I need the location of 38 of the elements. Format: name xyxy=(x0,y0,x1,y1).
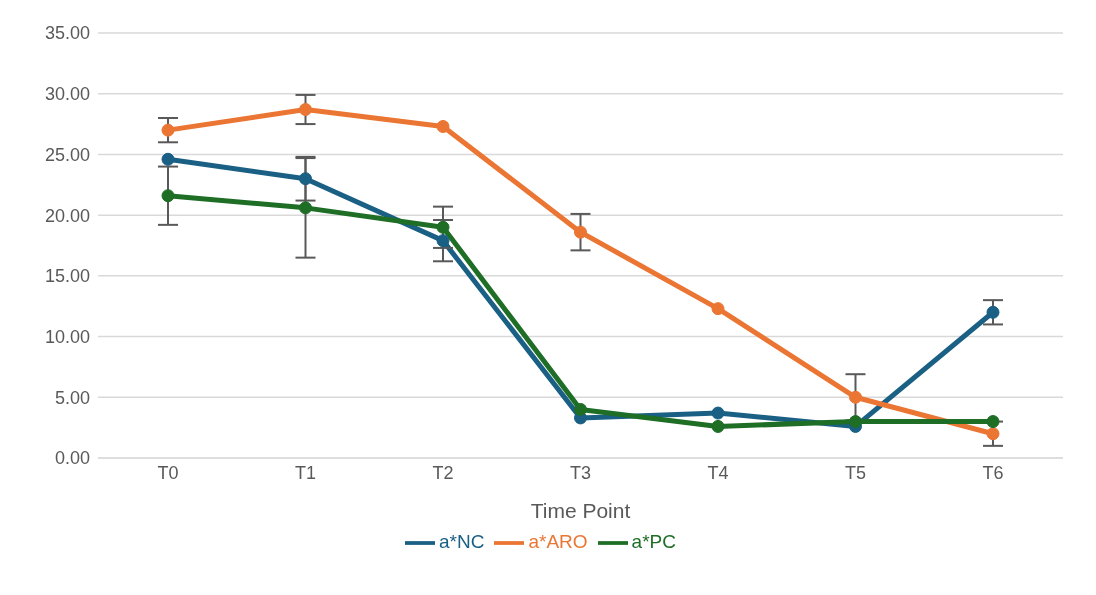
point xyxy=(711,406,725,420)
point xyxy=(574,402,587,416)
y-tick-label: 30.00 xyxy=(44,84,90,105)
y-tick-label: 20.00 xyxy=(44,205,90,226)
y-tick-label: 25.00 xyxy=(44,144,90,165)
y-tick-label: 15.00 xyxy=(44,266,90,287)
point xyxy=(161,123,175,137)
legend-label: a*NC xyxy=(439,531,485,553)
point xyxy=(986,427,1000,441)
legend-label: a*ARO xyxy=(528,531,588,553)
point xyxy=(436,220,450,234)
y-tick-label: 35.00 xyxy=(44,23,90,44)
y-tick-label: 10.00 xyxy=(44,326,90,347)
point xyxy=(574,225,587,239)
x-tick-label: T5 xyxy=(844,462,867,483)
point xyxy=(711,302,725,316)
point xyxy=(849,415,862,429)
point xyxy=(711,419,725,433)
point xyxy=(161,152,175,166)
point xyxy=(436,234,450,248)
point xyxy=(299,201,312,215)
point xyxy=(986,415,1000,429)
point xyxy=(299,103,312,116)
point xyxy=(299,172,312,186)
y-tick-label: 5.00 xyxy=(54,387,90,408)
x-tick-label: T1 xyxy=(294,462,317,483)
y-tick-label: 0.00 xyxy=(54,448,90,469)
point xyxy=(849,390,862,404)
point xyxy=(436,120,450,133)
legend-label: a*PC xyxy=(631,531,676,553)
point xyxy=(161,189,175,203)
x-tick-label: T3 xyxy=(569,462,592,483)
x-tick-label: T4 xyxy=(707,462,729,483)
point xyxy=(986,305,1000,319)
x-tick-label: T2 xyxy=(432,462,454,483)
x-axis-title: Time Point xyxy=(530,499,631,522)
x-tick-label: T0 xyxy=(157,462,179,483)
x-tick-label: T6 xyxy=(982,462,1004,483)
